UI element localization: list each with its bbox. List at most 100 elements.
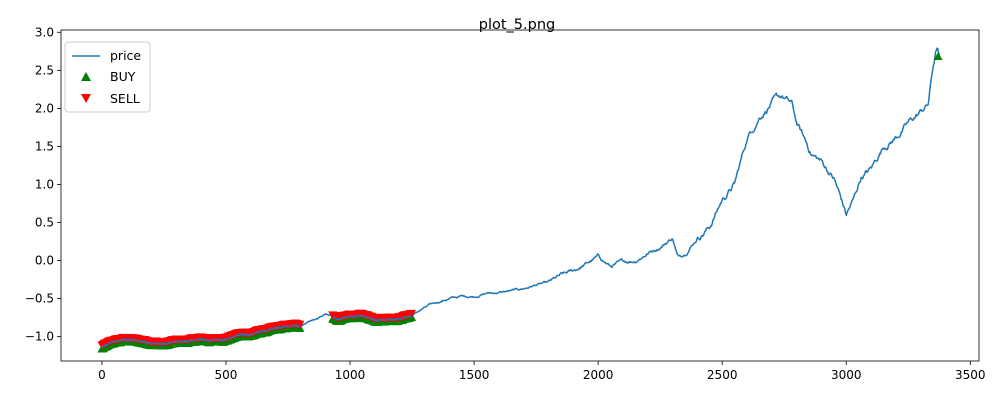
price-point — [283, 325, 287, 328]
price-point — [263, 329, 267, 333]
y-tick-label: 0.0 — [35, 254, 54, 268]
sell-marker — [295, 320, 305, 329]
price-point — [277, 326, 280, 329]
price-point — [228, 337, 231, 340]
price-point — [107, 342, 110, 345]
price-point — [236, 333, 240, 337]
x-tick-label: 1500 — [459, 368, 490, 382]
price-point — [353, 315, 356, 318]
price-point — [391, 318, 394, 321]
price-point — [379, 318, 383, 321]
x-tick-label: 3000 — [831, 368, 862, 382]
price-point — [241, 333, 244, 336]
price-point — [406, 315, 410, 318]
price-point — [134, 338, 137, 342]
price-point — [158, 342, 162, 346]
price-point — [375, 319, 378, 322]
price-point — [344, 316, 347, 319]
price-point — [198, 337, 202, 341]
price-point — [361, 315, 365, 318]
price-point — [152, 342, 155, 345]
plot-area — [97, 47, 943, 353]
price-point — [225, 338, 229, 341]
legend-buy-swatch — [81, 72, 91, 81]
price-point — [178, 340, 182, 343]
price-point — [274, 326, 278, 330]
price-point — [399, 317, 403, 320]
x-tick-label: 2500 — [707, 368, 738, 382]
price-point — [127, 338, 130, 341]
price-point — [397, 317, 401, 321]
price-point — [201, 338, 204, 341]
price-point — [143, 340, 146, 343]
price-point — [388, 318, 392, 321]
price-point — [348, 314, 351, 318]
price-point — [105, 343, 108, 347]
axes-frame — [60, 29, 980, 362]
price-point — [138, 340, 142, 343]
price-point — [100, 345, 104, 349]
price-point — [339, 317, 343, 321]
y-tick-label: 2.0 — [35, 101, 54, 115]
price-point — [230, 336, 233, 339]
price-point — [346, 315, 349, 319]
price-point — [272, 327, 276, 330]
price-point — [281, 325, 285, 328]
price-point — [194, 339, 197, 342]
x-axis: 0 500 1000 1500 2000 2500 3000 3500 — [98, 361, 986, 382]
price-point — [337, 318, 340, 321]
price-point — [357, 314, 360, 318]
price-point — [292, 324, 296, 327]
legend-sell-swatch — [81, 94, 91, 103]
price-point — [163, 342, 166, 346]
price-point — [377, 319, 381, 322]
price-point — [250, 333, 253, 336]
price-point — [270, 327, 273, 331]
price-point — [297, 325, 300, 328]
price-point — [203, 338, 206, 342]
price-point — [366, 316, 369, 319]
price-point — [370, 317, 374, 321]
price-point — [185, 340, 188, 343]
price-point — [265, 329, 269, 332]
price-point — [154, 342, 157, 345]
price-point — [364, 315, 367, 319]
price-point — [147, 342, 151, 345]
price-point — [393, 318, 396, 321]
price-point — [386, 318, 389, 321]
price-point — [205, 338, 209, 342]
price-point — [131, 338, 135, 342]
price-point — [118, 339, 122, 343]
price-point — [207, 339, 211, 343]
y-tick-label: −1.0 — [25, 330, 54, 344]
price-point — [172, 340, 175, 344]
y-tick-label: 0.5 — [35, 216, 54, 230]
price-point — [335, 317, 338, 321]
legend-sell-label: SELL — [110, 91, 140, 106]
x-tick-label: 0 — [98, 368, 106, 382]
buy-marker — [933, 52, 943, 61]
y-tick-label: 1.5 — [35, 139, 54, 153]
price-point — [404, 315, 407, 319]
price-point — [149, 342, 153, 345]
price-point — [196, 338, 200, 341]
price-point — [408, 314, 412, 318]
price-point — [350, 315, 354, 318]
price-point — [279, 326, 282, 330]
price-point — [176, 340, 180, 343]
y-tick-label: 1.0 — [35, 177, 54, 191]
price-point — [219, 338, 222, 342]
price-point — [368, 317, 372, 320]
price-point — [181, 340, 184, 343]
price-point — [114, 340, 117, 343]
price-point — [221, 339, 224, 342]
price-point — [183, 339, 186, 343]
price-point — [243, 333, 247, 336]
legend: price BUY SELL — [64, 41, 151, 113]
price-point — [145, 341, 148, 344]
x-tick-label: 1000 — [335, 368, 366, 382]
price-point — [140, 340, 144, 343]
price-point — [254, 331, 258, 334]
price-point — [288, 325, 291, 328]
price-point — [214, 338, 218, 342]
